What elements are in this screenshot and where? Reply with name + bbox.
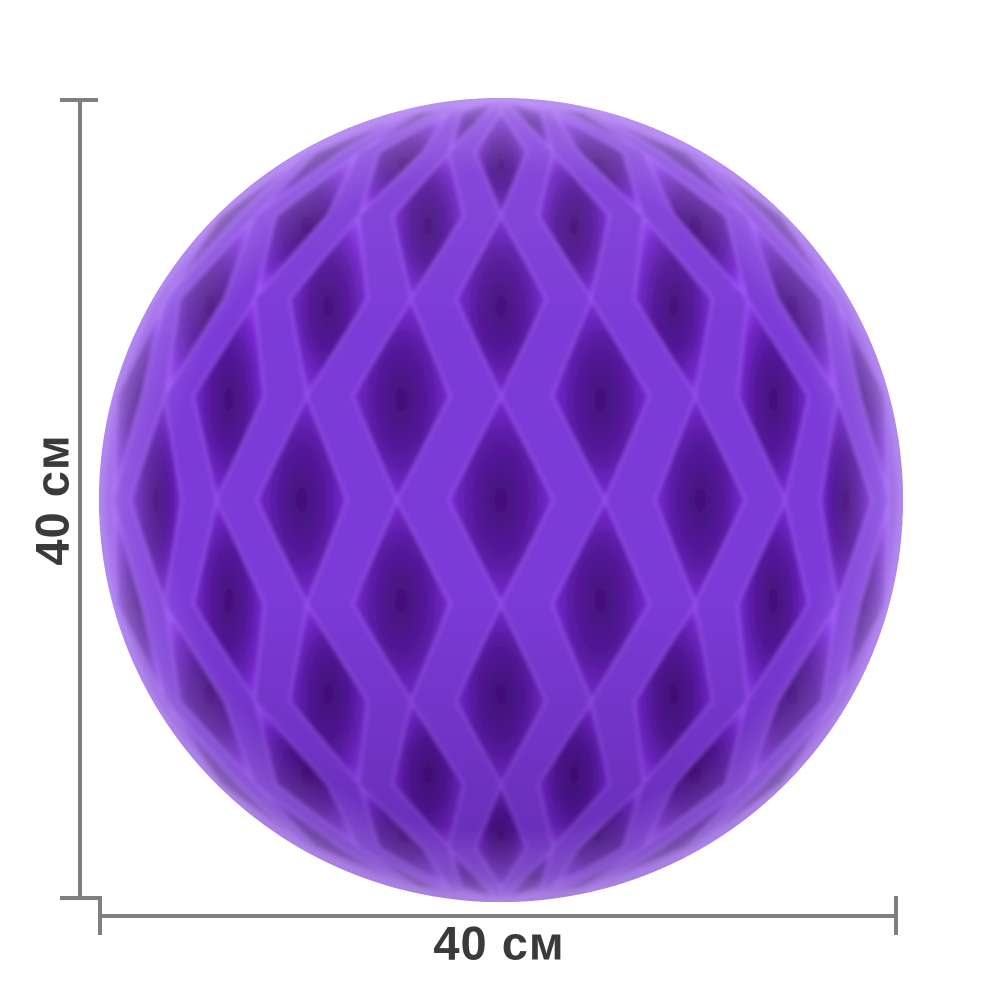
vertical-dimension-cap-top xyxy=(60,98,98,102)
horizontal-dimension-cap-left xyxy=(98,896,102,935)
vertical-dimension-line xyxy=(78,100,82,898)
vertical-dimension-cap-bottom xyxy=(60,896,98,900)
ball-rim-highlight xyxy=(99,98,903,902)
horizontal-dimension-cap-right xyxy=(894,896,898,935)
height-dimension-label: 40 см xyxy=(25,434,79,566)
width-dimension-label: 40 см xyxy=(433,916,565,970)
horizontal-dimension-line xyxy=(100,914,897,918)
